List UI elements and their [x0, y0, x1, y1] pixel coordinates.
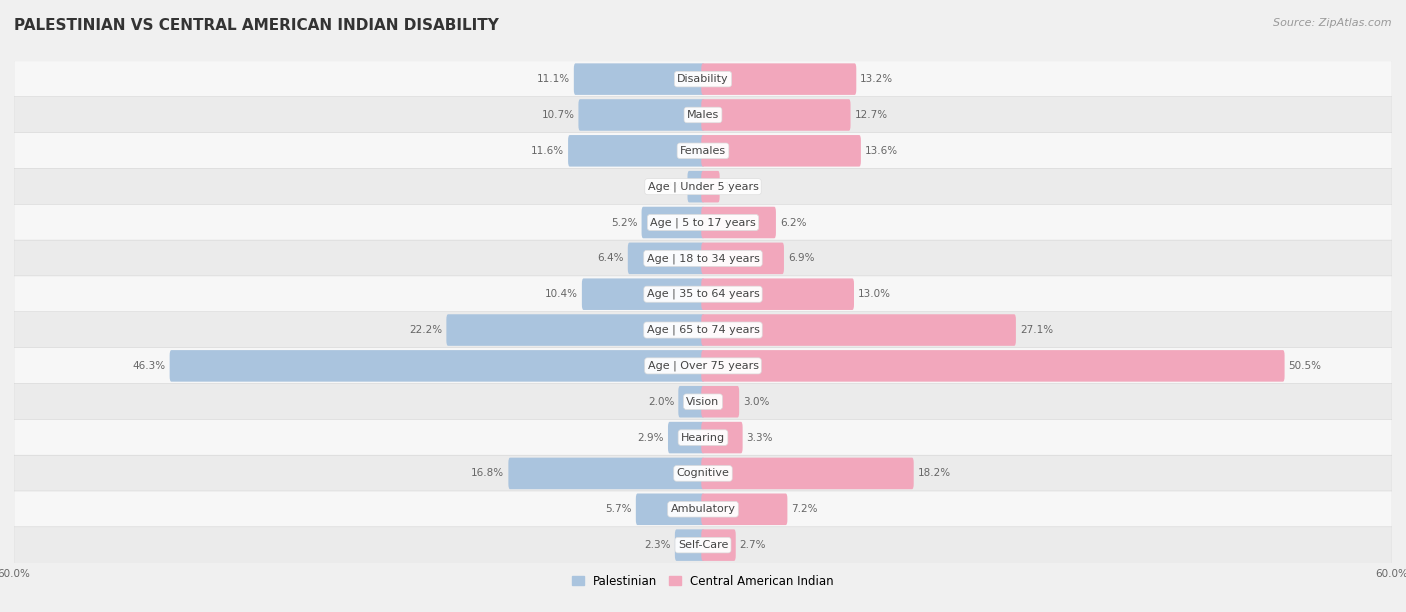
FancyBboxPatch shape [702, 493, 787, 525]
FancyBboxPatch shape [446, 315, 704, 346]
Text: Age | Under 5 years: Age | Under 5 years [648, 181, 758, 192]
Text: 50.5%: 50.5% [1289, 361, 1322, 371]
Text: 46.3%: 46.3% [132, 361, 166, 371]
Text: 11.1%: 11.1% [537, 74, 569, 84]
Text: 13.0%: 13.0% [858, 289, 891, 299]
Text: 12.7%: 12.7% [855, 110, 887, 120]
Text: 27.1%: 27.1% [1019, 325, 1053, 335]
FancyBboxPatch shape [14, 133, 1392, 169]
FancyBboxPatch shape [14, 276, 1392, 313]
Text: 6.9%: 6.9% [787, 253, 814, 263]
Text: 5.2%: 5.2% [612, 217, 637, 228]
Text: Ambulatory: Ambulatory [671, 504, 735, 514]
Text: Cognitive: Cognitive [676, 468, 730, 479]
FancyBboxPatch shape [14, 61, 1392, 97]
FancyBboxPatch shape [702, 350, 1285, 382]
Text: Vision: Vision [686, 397, 720, 407]
FancyBboxPatch shape [688, 171, 704, 203]
Text: 7.2%: 7.2% [792, 504, 818, 514]
FancyBboxPatch shape [678, 386, 704, 417]
FancyBboxPatch shape [702, 207, 776, 238]
Text: Females: Females [681, 146, 725, 156]
FancyBboxPatch shape [14, 240, 1392, 277]
FancyBboxPatch shape [702, 171, 720, 203]
Text: 13.6%: 13.6% [865, 146, 898, 156]
Text: 10.7%: 10.7% [541, 110, 575, 120]
FancyBboxPatch shape [14, 384, 1392, 420]
Text: Disability: Disability [678, 74, 728, 84]
Text: 2.7%: 2.7% [740, 540, 766, 550]
Text: 16.8%: 16.8% [471, 468, 505, 479]
FancyBboxPatch shape [14, 419, 1392, 456]
Text: 10.4%: 10.4% [546, 289, 578, 299]
Text: 13.2%: 13.2% [860, 74, 893, 84]
FancyBboxPatch shape [578, 99, 704, 131]
Text: 11.6%: 11.6% [531, 146, 564, 156]
FancyBboxPatch shape [668, 422, 704, 453]
Legend: Palestinian, Central American Indian: Palestinian, Central American Indian [567, 570, 839, 592]
FancyBboxPatch shape [641, 207, 704, 238]
FancyBboxPatch shape [14, 204, 1392, 241]
Text: 18.2%: 18.2% [918, 468, 950, 479]
FancyBboxPatch shape [568, 135, 704, 166]
Text: 2.0%: 2.0% [648, 397, 675, 407]
FancyBboxPatch shape [636, 493, 704, 525]
FancyBboxPatch shape [14, 97, 1392, 133]
Text: 1.3%: 1.3% [724, 182, 751, 192]
FancyBboxPatch shape [14, 312, 1392, 348]
FancyBboxPatch shape [170, 350, 704, 382]
FancyBboxPatch shape [14, 455, 1392, 491]
Text: 1.2%: 1.2% [657, 182, 683, 192]
FancyBboxPatch shape [628, 242, 704, 274]
Text: 6.2%: 6.2% [780, 217, 807, 228]
FancyBboxPatch shape [14, 527, 1392, 564]
FancyBboxPatch shape [702, 315, 1017, 346]
Text: Age | 5 to 17 years: Age | 5 to 17 years [650, 217, 756, 228]
Text: 22.2%: 22.2% [409, 325, 443, 335]
FancyBboxPatch shape [509, 458, 704, 489]
FancyBboxPatch shape [702, 386, 740, 417]
Text: Age | 65 to 74 years: Age | 65 to 74 years [647, 325, 759, 335]
FancyBboxPatch shape [702, 242, 785, 274]
Text: Males: Males [688, 110, 718, 120]
Text: 2.9%: 2.9% [637, 433, 664, 442]
Text: Source: ZipAtlas.com: Source: ZipAtlas.com [1274, 18, 1392, 28]
FancyBboxPatch shape [702, 64, 856, 95]
FancyBboxPatch shape [14, 491, 1392, 528]
Text: Age | Over 75 years: Age | Over 75 years [648, 360, 758, 371]
FancyBboxPatch shape [702, 458, 914, 489]
Text: Hearing: Hearing [681, 433, 725, 442]
Text: 5.7%: 5.7% [606, 504, 631, 514]
FancyBboxPatch shape [702, 278, 853, 310]
FancyBboxPatch shape [702, 529, 735, 561]
FancyBboxPatch shape [702, 135, 860, 166]
Text: 3.3%: 3.3% [747, 433, 773, 442]
FancyBboxPatch shape [574, 64, 704, 95]
FancyBboxPatch shape [14, 168, 1392, 205]
Text: 3.0%: 3.0% [744, 397, 769, 407]
Text: 2.3%: 2.3% [644, 540, 671, 550]
Text: Age | 18 to 34 years: Age | 18 to 34 years [647, 253, 759, 264]
FancyBboxPatch shape [702, 99, 851, 131]
FancyBboxPatch shape [582, 278, 704, 310]
Text: 6.4%: 6.4% [598, 253, 624, 263]
Text: Self-Care: Self-Care [678, 540, 728, 550]
Text: Age | 35 to 64 years: Age | 35 to 64 years [647, 289, 759, 299]
Text: PALESTINIAN VS CENTRAL AMERICAN INDIAN DISABILITY: PALESTINIAN VS CENTRAL AMERICAN INDIAN D… [14, 18, 499, 34]
FancyBboxPatch shape [14, 348, 1392, 384]
FancyBboxPatch shape [702, 422, 742, 453]
FancyBboxPatch shape [675, 529, 704, 561]
